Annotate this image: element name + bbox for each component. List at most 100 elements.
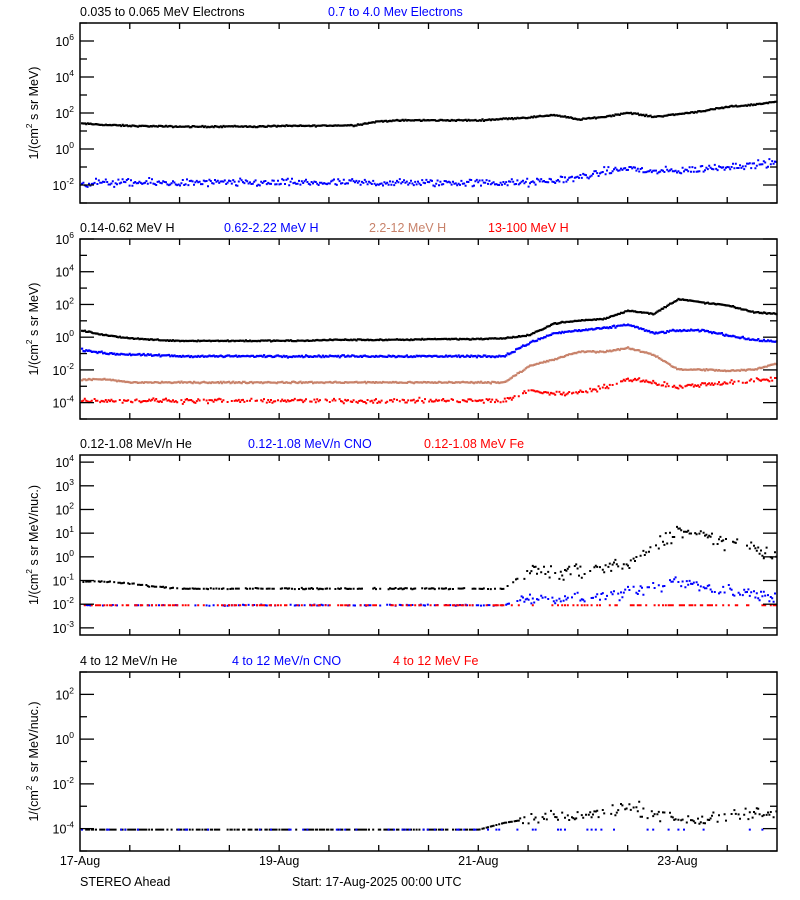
data-point <box>303 587 305 589</box>
data-point <box>726 589 728 591</box>
data-point <box>229 381 231 383</box>
data-point <box>677 817 679 819</box>
data-point <box>453 337 455 339</box>
data-point <box>278 354 280 356</box>
data-point <box>478 399 480 401</box>
data-point <box>751 603 753 605</box>
data-point <box>428 828 430 830</box>
data-point <box>328 828 330 830</box>
data-point <box>702 848 704 850</box>
data-point <box>453 381 455 383</box>
data-point <box>353 123 355 125</box>
data-point <box>751 828 753 830</box>
data-point <box>154 828 156 830</box>
data-point <box>602 603 604 605</box>
data-point <box>702 535 704 537</box>
y-tick-label: 10-2 <box>53 775 75 792</box>
data-point <box>104 848 106 850</box>
legend-entry: 4 to 12 MeV Fe <box>393 654 479 668</box>
data-point <box>527 596 529 598</box>
y-tick-label: 10-2 <box>53 595 75 612</box>
data-point <box>751 103 753 105</box>
data-point <box>254 603 256 605</box>
y-tick-label: 10-2 <box>53 176 75 193</box>
data-point <box>303 181 305 183</box>
data-point <box>179 381 181 383</box>
series-trace <box>81 376 778 405</box>
data-point <box>726 814 728 816</box>
data-point <box>303 354 305 356</box>
data-point <box>552 332 554 334</box>
data-point <box>179 181 181 183</box>
plot-frame <box>79 22 778 204</box>
data-point <box>677 112 679 114</box>
data-point <box>129 603 131 605</box>
data-point <box>278 399 280 401</box>
data-point <box>154 585 156 587</box>
y-tick-label: 100 <box>55 730 74 747</box>
data-point <box>378 399 380 401</box>
data-point <box>627 309 629 311</box>
data-point <box>129 399 131 401</box>
data-point <box>328 587 330 589</box>
data-point <box>602 115 604 117</box>
data-point <box>104 603 106 605</box>
data-point <box>428 603 430 605</box>
data-point <box>527 817 529 819</box>
data-point <box>627 323 629 325</box>
y-tick-label: 10-2 <box>53 361 75 378</box>
data-point <box>702 603 704 605</box>
data-point <box>403 399 405 401</box>
data-point <box>527 828 529 830</box>
data-point <box>726 828 728 830</box>
data-point <box>303 124 305 126</box>
data-point <box>627 806 629 808</box>
series-trace <box>83 604 778 607</box>
data-point <box>129 582 131 584</box>
data-point <box>378 381 380 383</box>
data-point <box>652 170 654 172</box>
data-point <box>552 814 554 816</box>
data-point <box>378 338 380 340</box>
data-point <box>702 585 704 587</box>
data-point <box>254 339 256 341</box>
data-point <box>502 587 504 589</box>
data-point <box>353 381 355 383</box>
data-point <box>627 828 629 830</box>
data-point <box>179 603 181 605</box>
data-point <box>303 399 305 401</box>
data-point <box>726 369 728 371</box>
data-point <box>453 828 455 830</box>
data-point <box>403 848 405 850</box>
data-point <box>627 378 629 380</box>
data-point <box>179 828 181 830</box>
data-point <box>527 334 529 336</box>
data-point <box>677 329 679 331</box>
data-point <box>179 587 181 589</box>
data-point <box>552 596 554 598</box>
x-tick-label: 23-Aug <box>657 854 697 868</box>
data-point <box>502 354 504 356</box>
data-point <box>229 399 231 401</box>
y-tick-label: 101 <box>55 524 74 541</box>
data-point <box>478 354 480 356</box>
data-point <box>353 399 355 401</box>
data-point <box>652 381 654 383</box>
data-point <box>602 170 604 172</box>
panel-3: 0.12-1.08 MeV/n He 0.12-1.08 MeV/n CNO 0.1… <box>24 437 778 636</box>
data-point <box>104 351 106 353</box>
y-tick-label: 10-3 <box>53 619 75 636</box>
data-point <box>204 381 206 383</box>
data-point <box>204 828 206 830</box>
data-point <box>428 381 430 383</box>
data-point <box>328 399 330 401</box>
data-point <box>502 821 504 823</box>
data-point <box>726 540 728 542</box>
data-point <box>403 587 405 589</box>
data-point <box>577 319 579 321</box>
y-tick-label: 10-1 <box>53 572 75 589</box>
data-point <box>478 381 480 383</box>
data-point <box>154 381 156 383</box>
data-point <box>453 399 455 401</box>
data-point <box>502 603 504 605</box>
